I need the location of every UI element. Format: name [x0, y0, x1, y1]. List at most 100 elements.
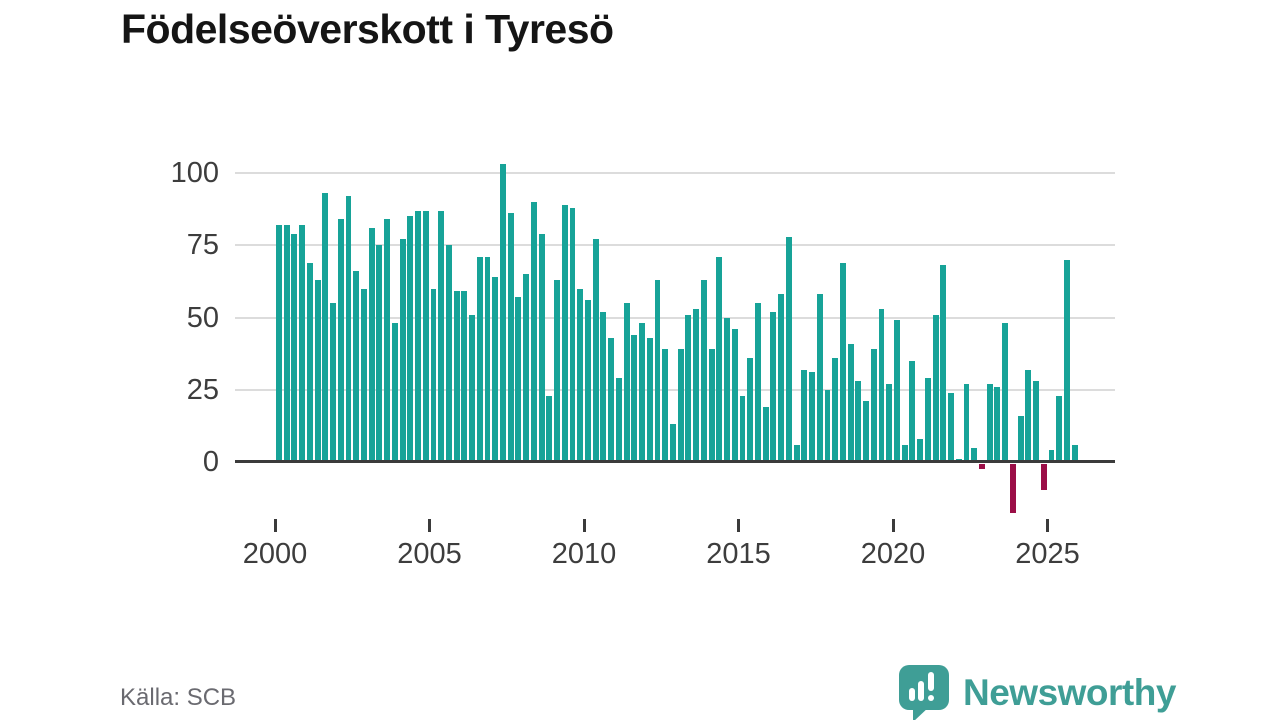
bar — [585, 300, 591, 462]
bar — [716, 256, 723, 462]
bar — [360, 288, 367, 462]
bar — [1040, 463, 1047, 490]
bar — [1064, 259, 1070, 462]
bar — [762, 407, 769, 462]
bar — [1033, 381, 1039, 462]
bar — [739, 395, 746, 462]
bar — [785, 236, 792, 462]
bar — [399, 239, 406, 462]
x-axis-line — [235, 460, 1115, 463]
bar — [801, 369, 808, 462]
bar — [384, 219, 391, 462]
bar — [569, 207, 576, 462]
bar — [693, 308, 700, 462]
bar — [515, 297, 522, 462]
bar — [422, 210, 429, 462]
bar — [291, 233, 298, 462]
bar — [863, 401, 870, 462]
bar — [1048, 450, 1055, 462]
x-tick-label: 2000 — [242, 538, 308, 570]
bar — [878, 308, 885, 462]
bar — [708, 349, 715, 462]
bar — [754, 303, 761, 462]
x-tick-label: 2025 — [1015, 538, 1080, 570]
bar — [778, 294, 785, 462]
bar — [1017, 415, 1024, 462]
bar — [816, 294, 823, 462]
chart-title: Födelseöverskott i Tyresö — [121, 6, 614, 52]
bar — [345, 196, 352, 462]
y-tick-label: 25 — [186, 373, 219, 406]
bar — [330, 303, 336, 462]
gridline — [235, 172, 1115, 174]
bar — [770, 311, 777, 462]
bar — [855, 381, 862, 462]
bar — [438, 210, 445, 462]
bar — [337, 219, 344, 462]
bar — [538, 233, 545, 462]
bar — [894, 320, 900, 462]
bar — [600, 311, 607, 462]
bar — [685, 314, 692, 462]
bar — [662, 349, 669, 462]
bar — [932, 314, 939, 462]
bar — [445, 245, 452, 462]
x-tick — [891, 519, 895, 532]
bar — [577, 288, 584, 462]
gridline — [235, 316, 1115, 319]
bar — [747, 357, 754, 462]
bar — [724, 317, 730, 462]
bar — [1009, 463, 1016, 513]
bar — [1002, 323, 1009, 462]
bar — [322, 193, 329, 462]
bar — [870, 349, 877, 462]
bar — [963, 383, 970, 462]
gridline — [235, 244, 1115, 247]
bar — [654, 279, 661, 462]
gridline — [235, 388, 1115, 391]
x-tick-label: 2010 — [551, 538, 617, 570]
bar — [809, 372, 815, 462]
bar — [608, 337, 615, 462]
x-tick — [273, 519, 277, 532]
newsworthy-logo-icon — [896, 663, 952, 720]
bar — [376, 245, 383, 462]
bar — [507, 213, 514, 462]
bar — [484, 256, 491, 462]
bar — [971, 447, 978, 462]
bar — [639, 323, 645, 462]
bar — [924, 378, 931, 462]
bar — [986, 383, 993, 462]
bar — [353, 271, 360, 462]
bar — [1071, 444, 1078, 462]
bar — [306, 262, 313, 462]
bar — [592, 239, 599, 462]
x-tick-label: 2005 — [397, 538, 462, 570]
bar — [901, 444, 908, 462]
newsworthy-logo: Newsworthy — [896, 663, 1176, 720]
bar — [979, 463, 985, 470]
bar — [430, 288, 437, 462]
bar — [492, 277, 499, 462]
bar — [461, 291, 468, 462]
bar — [1056, 395, 1063, 462]
bar — [615, 378, 622, 462]
bar — [407, 216, 414, 462]
bar — [948, 392, 954, 462]
y-tick-label: 75 — [186, 229, 219, 262]
bar — [391, 323, 398, 462]
bar — [415, 210, 421, 462]
bar — [623, 303, 630, 462]
bar — [824, 389, 831, 462]
bar — [368, 227, 375, 462]
bar — [561, 204, 568, 462]
bar — [546, 395, 553, 462]
bar — [631, 334, 638, 462]
bar — [940, 265, 947, 462]
bar — [917, 438, 924, 462]
y-tick-label: 100 — [170, 157, 219, 189]
bar — [314, 279, 321, 462]
bar — [909, 360, 916, 462]
bar — [530, 201, 537, 462]
